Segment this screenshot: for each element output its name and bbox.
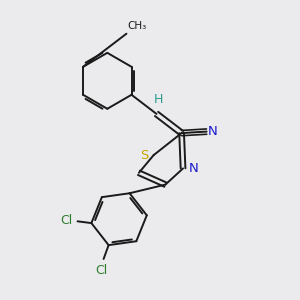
Text: CH₃: CH₃ xyxy=(128,21,147,31)
Text: Cl: Cl xyxy=(95,264,107,277)
Text: N: N xyxy=(208,125,217,138)
Text: S: S xyxy=(140,149,148,162)
Text: H: H xyxy=(153,93,163,106)
Text: N: N xyxy=(188,162,198,175)
Text: Cl: Cl xyxy=(60,214,72,226)
